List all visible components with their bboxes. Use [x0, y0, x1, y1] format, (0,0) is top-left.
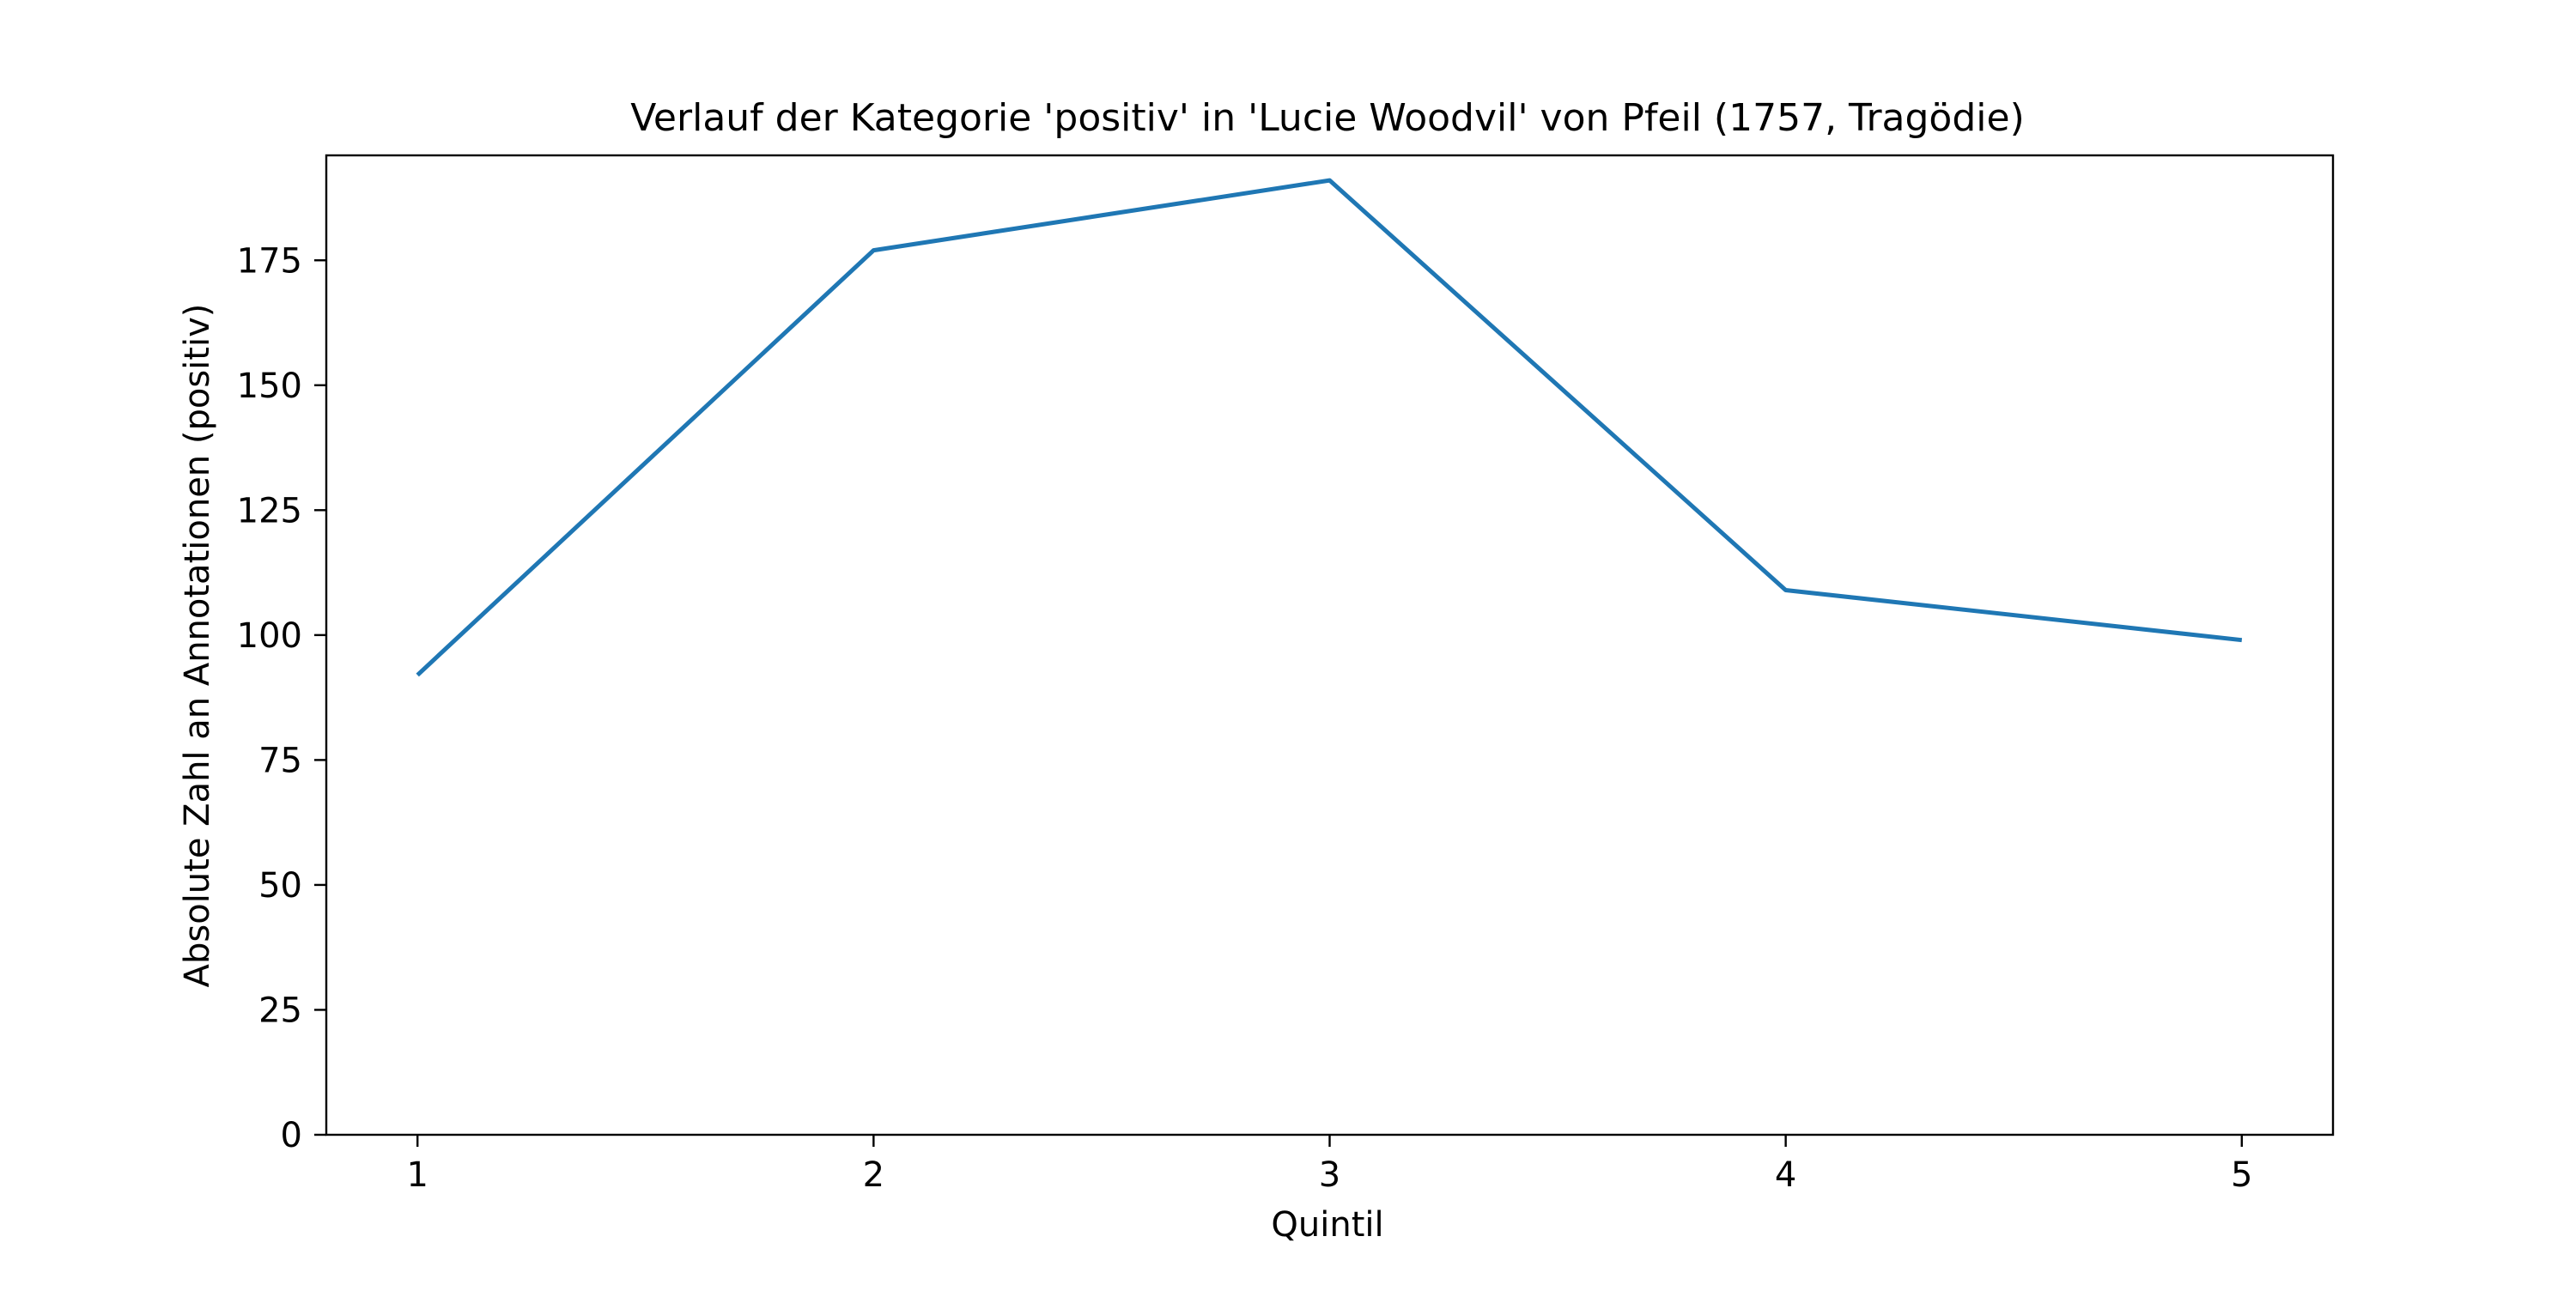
- y-tick-label: 0: [281, 1116, 302, 1155]
- y-tick-label: 25: [258, 991, 302, 1030]
- y-tick-label: 150: [237, 367, 302, 406]
- x-tick-label: 5: [2231, 1155, 2252, 1195]
- y-tick-label: 50: [258, 866, 302, 906]
- chart-title: Verlauf der Kategorie 'positiv' in 'Luci…: [630, 96, 2025, 140]
- x-tick-label: 2: [863, 1155, 884, 1195]
- y-axis-label: Absolute Zahl an Annotationen (positiv): [178, 304, 217, 988]
- x-tick-label: 4: [1775, 1155, 1796, 1195]
- series-line: [416, 178, 2243, 677]
- x-tick-label: 1: [407, 1155, 428, 1195]
- y-tick-label: 125: [237, 491, 302, 530]
- y-tick-label: 75: [258, 741, 302, 780]
- x-axis-label: Quintil: [1271, 1205, 1383, 1245]
- x-tick-label: 3: [1319, 1155, 1340, 1195]
- plot-frame: [325, 154, 2335, 1136]
- y-tick-label: 100: [237, 616, 302, 656]
- y-tick-label: 175: [237, 241, 302, 281]
